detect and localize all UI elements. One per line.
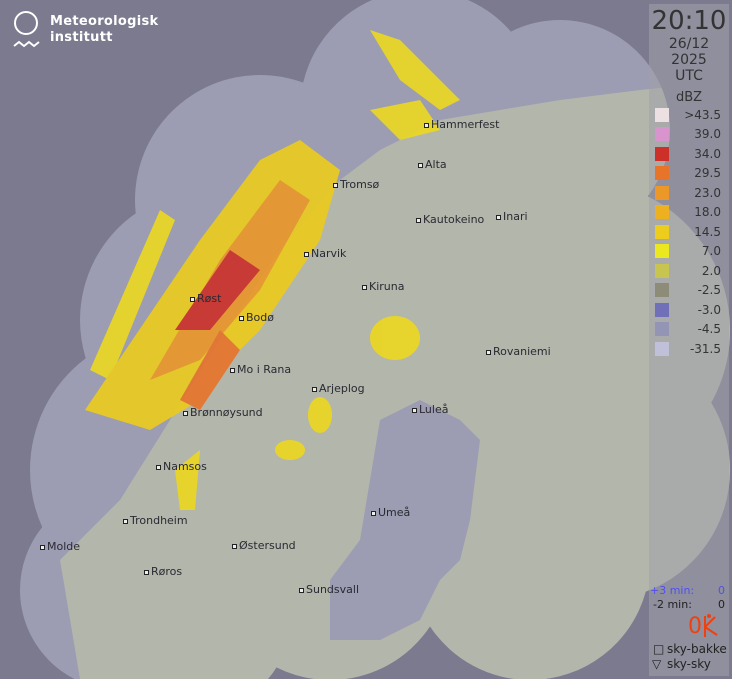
- city-label: Tromsø: [333, 178, 379, 191]
- legend-value: 18.0: [694, 205, 721, 220]
- city-label: Molde: [40, 540, 80, 553]
- city-label: Bodø: [239, 311, 274, 324]
- legend-value: >43.5: [684, 107, 721, 122]
- city-label: Trondheim: [123, 514, 188, 527]
- city-label: Sundsvall: [299, 583, 359, 596]
- legend-value: 29.5: [694, 166, 721, 181]
- city-label: Luleå: [412, 403, 448, 416]
- date-label: 26/12 2025: [668, 36, 710, 68]
- legend-swatch: [655, 263, 669, 278]
- legend-swatch: [655, 166, 669, 181]
- legend-swatch: [655, 224, 669, 239]
- legend-swatch: [655, 107, 669, 122]
- legend-value: 23.0: [694, 185, 721, 200]
- lightning-count: 0: [688, 614, 702, 639]
- legend-item: -2.5: [649, 281, 729, 301]
- legend-item: >43.5: [649, 105, 729, 125]
- city-label: Inari: [496, 210, 528, 223]
- city-label: Namsos: [156, 460, 207, 473]
- legend-swatch: [655, 127, 669, 142]
- city-label: Kiruna: [362, 280, 404, 293]
- legend-item: 14.5: [649, 222, 729, 242]
- legend-swatch: [655, 302, 669, 317]
- legend-value: 2.0: [701, 263, 721, 278]
- legend-value: -2.5: [697, 283, 721, 298]
- legend-value: -31.5: [689, 341, 721, 356]
- timezone-label: UTC: [675, 68, 703, 84]
- time-label: 20:10: [651, 6, 727, 36]
- legend-value: 14.5: [694, 224, 721, 239]
- city-label: Brønnøysund: [183, 406, 263, 419]
- legend-item: 23.0: [649, 183, 729, 203]
- legend-item: -3.0: [649, 300, 729, 320]
- logo-line1: Meteorologisk: [50, 14, 159, 29]
- plus3-label: +3 min:: [650, 584, 695, 597]
- legend-swatch: [655, 322, 669, 337]
- legend-item: 34.0: [649, 144, 729, 164]
- city-label: Røros: [144, 565, 182, 578]
- minus2-label: -2 min:: [653, 598, 692, 611]
- legend-swatch: [655, 205, 669, 220]
- city-label: Rovaniemi: [486, 345, 551, 358]
- legend-unit: dBZ: [675, 90, 703, 105]
- city-label: Alta: [418, 158, 447, 171]
- city-label: Kautokeino: [416, 213, 484, 226]
- legend-swatch: [655, 341, 669, 356]
- logo-line2: institutt: [50, 30, 113, 45]
- legend-swatch: [655, 146, 669, 161]
- ground-label: sky-bakke: [667, 642, 727, 656]
- cloud-label: sky-sky: [667, 657, 711, 671]
- info-panel: 20:10 26/12 2025 UTC dBZ >43.5 39.0 34.0 29…: [649, 4, 729, 676]
- city-label: Arjeplog: [312, 382, 365, 395]
- legend-item: -4.5: [649, 320, 729, 340]
- legend-swatch: [655, 244, 669, 259]
- plus3-value: 0: [718, 584, 725, 597]
- legend-swatch: [655, 185, 669, 200]
- legend-item: 29.5: [649, 164, 729, 184]
- legend-value: 39.0: [694, 127, 721, 142]
- legend-value: -4.5: [697, 322, 721, 337]
- city-label: Narvik: [304, 247, 346, 260]
- city-label: Østersund: [232, 539, 296, 552]
- legend: >43.5 39.0 34.0 29.5 23.0 18.0 14.5 7.0 2.0 -2.5 -…: [649, 105, 729, 359]
- legend-item: 7.0: [649, 242, 729, 262]
- legend-item: 39.0: [649, 125, 729, 145]
- legend-value: -3.0: [697, 302, 721, 317]
- legend-item: -31.5: [649, 339, 729, 359]
- legend-value: 34.0: [694, 146, 721, 161]
- city-label: Umeå: [371, 506, 410, 519]
- logo-mark-icon: [13, 11, 40, 48]
- city-label: Hammerfest: [424, 118, 499, 131]
- met-logo[interactable]: Meteorologisk institutt: [12, 10, 158, 58]
- legend-item: 2.0: [649, 261, 729, 281]
- legend-item: 18.0: [649, 203, 729, 223]
- lightning-icon: [704, 614, 718, 637]
- legend-value: 7.0: [701, 244, 721, 259]
- city-label: Mo i Rana: [230, 363, 291, 376]
- legend-swatch: [655, 283, 669, 298]
- city-label: Røst: [190, 292, 221, 305]
- minus2-value: 0: [718, 598, 725, 611]
